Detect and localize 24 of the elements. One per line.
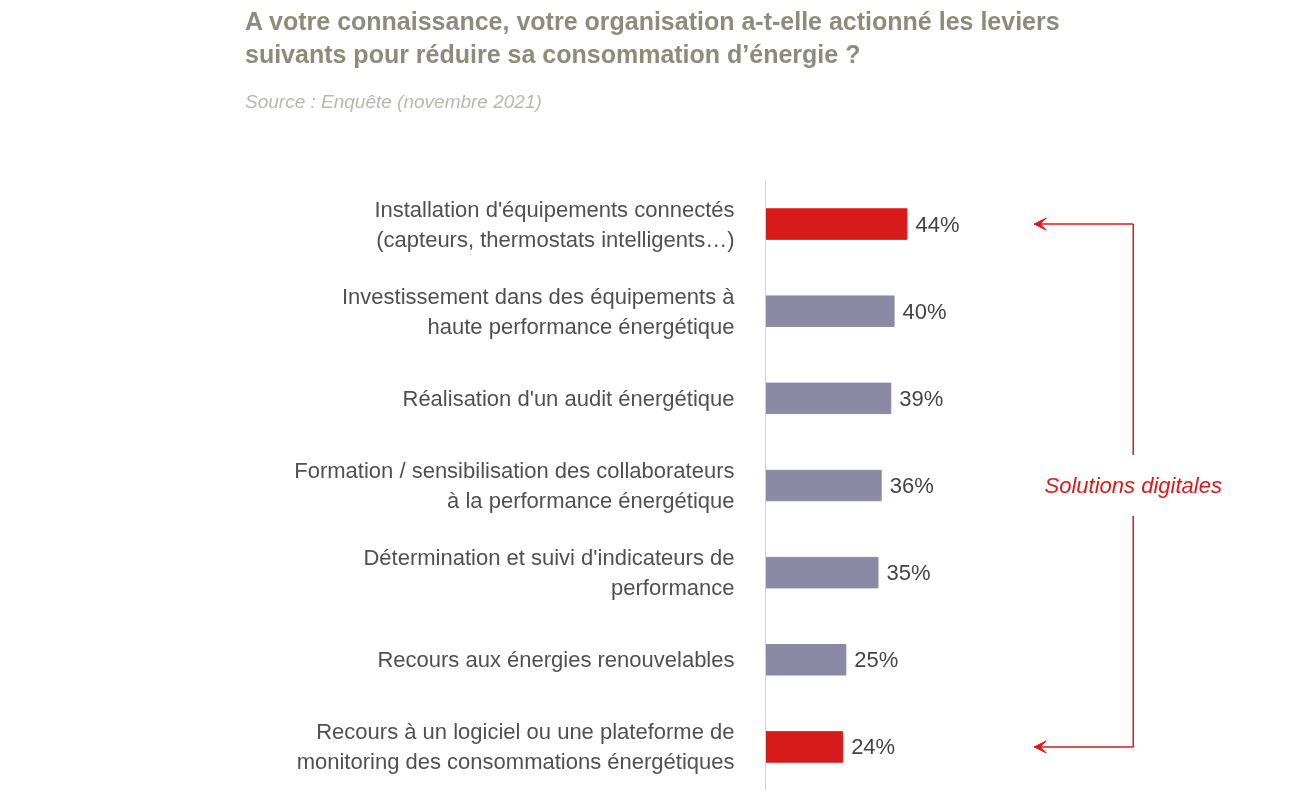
y-tick-label: Installation d'équipements connectés (capteurs, thermostats intelligents…) [374,196,735,252]
data-label: 36% [889,473,934,498]
bar [765,382,892,415]
y-tick-label: Recours aux énergies renouvelables [377,647,735,673]
bar [765,469,882,502]
chart-title: A votre connaissance, votre organisation a-t-elle actionné les leviers suivants pour réduire sa consommation d’énergie ? [245,6,1061,70]
y-tick-label: Investissement dans des équipements à haute performance énergétique [341,283,736,339]
text: Solutions digitales [1044,473,1222,498]
data-label: 44% [915,211,960,237]
y-tick-label: Réalisation d'un audit énergétique [402,385,735,411]
bar [765,556,879,589]
bar [765,208,908,240]
data-label: 25% [854,647,899,673]
bar [765,644,847,676]
data-label: 24% [851,734,896,760]
bar [765,295,895,327]
text: Source : Enquête (novembre 2021) [245,90,543,114]
y-tick-label: Formation / sensibilisation des collaborateurs à la performance énergétique [294,458,735,513]
y-tick-label: Détermination et suivi d'indicateurs de performance [363,545,735,601]
data-label: 40% [902,298,947,324]
bar [765,731,844,763]
data-label: 35% [886,560,931,586]
y-tick-label: Recours à un logiciel ou une plateforme de monitoring des consommations énergétiques [296,719,735,775]
data-label: 39% [899,385,944,411]
